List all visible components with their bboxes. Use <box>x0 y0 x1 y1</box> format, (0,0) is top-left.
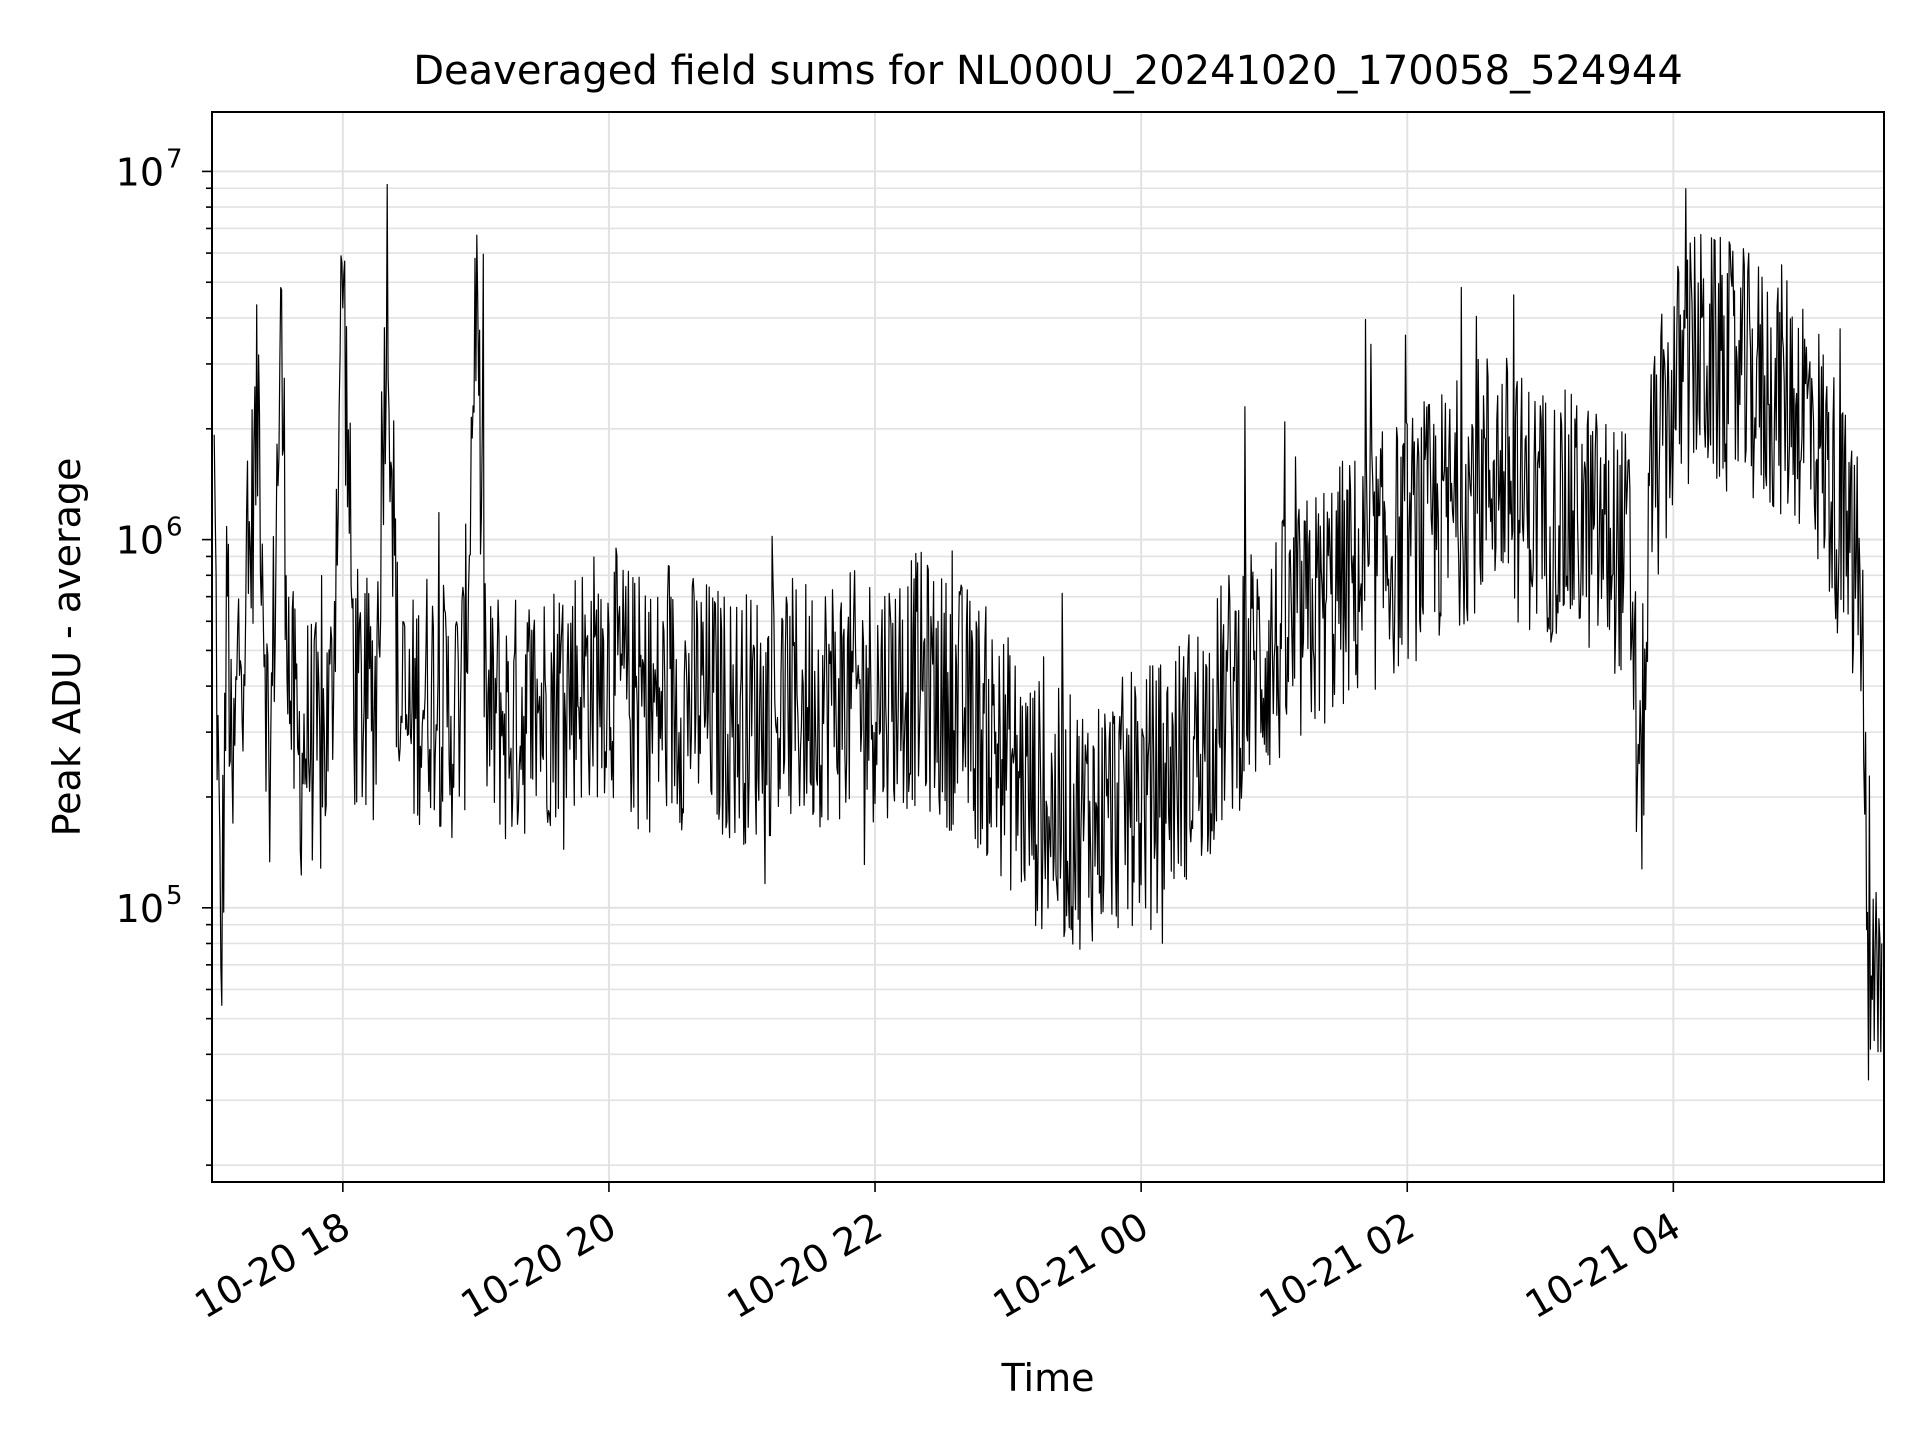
y-tick-label-exponent: 7 <box>166 144 183 174</box>
y-tick-label: 10 <box>116 519 164 563</box>
y-tick-label: 10 <box>116 150 164 194</box>
plot-layer <box>213 183 1883 1081</box>
y-tick-label-exponent: 5 <box>166 881 183 911</box>
y-tick-label: 10 <box>116 887 164 931</box>
plot-area-frame <box>211 111 1885 1183</box>
y-axis-label: Peak ADU - average <box>45 458 89 837</box>
series-line <box>213 183 1883 1081</box>
y-tick-label-exponent: 6 <box>166 513 183 543</box>
chart-title: Deaveraged field sums for NL000U_2024102… <box>413 48 1683 94</box>
grid-layer <box>212 112 1884 1182</box>
x-axis-label: Time <box>1001 1356 1095 1400</box>
